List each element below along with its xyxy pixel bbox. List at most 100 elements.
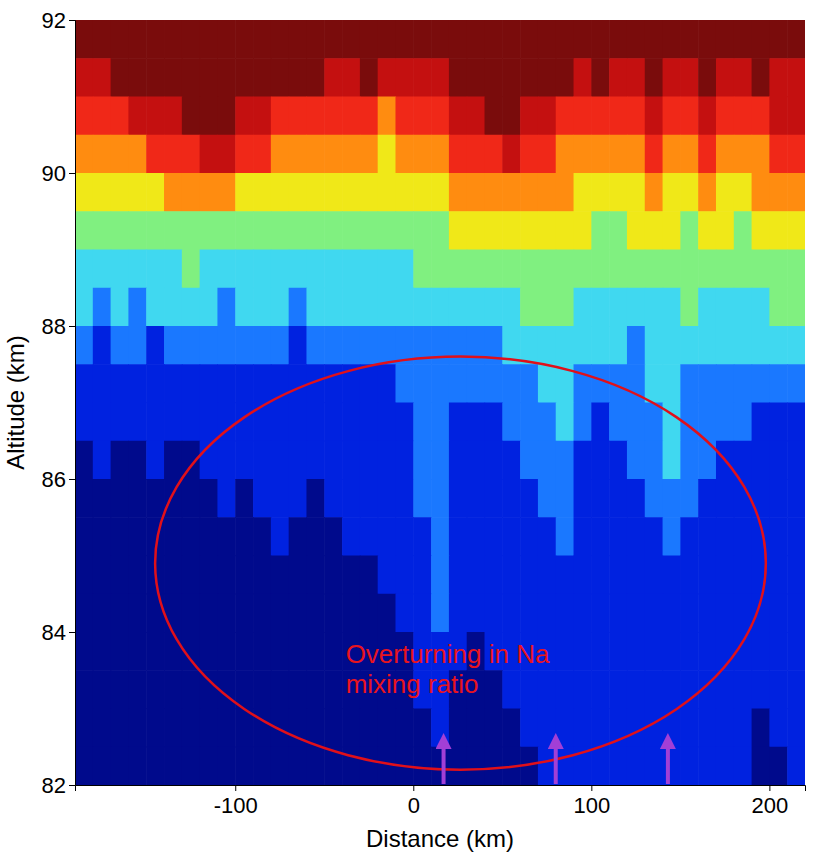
heatmap-cell xyxy=(128,747,146,785)
heatmap-cell xyxy=(75,135,93,174)
heatmap-cell xyxy=(93,403,111,442)
heatmap-cell xyxy=(378,364,396,403)
x-tick: -100 xyxy=(214,785,258,818)
heatmap-cell xyxy=(164,20,182,59)
heatmap-cell xyxy=(467,58,485,97)
heatmap-cell xyxy=(787,97,805,136)
y-tick: 92 xyxy=(42,8,75,33)
heatmap-cell xyxy=(609,250,627,289)
heatmap-cell xyxy=(111,364,129,403)
heatmap-cell xyxy=(395,709,413,748)
heatmap-cell xyxy=(680,556,698,595)
heatmap-cell xyxy=(289,670,307,709)
heatmap-cell xyxy=(128,211,146,250)
heatmap-cell xyxy=(146,326,164,365)
heatmap-cell xyxy=(324,632,342,671)
heatmap-cell xyxy=(698,97,716,136)
arrow xyxy=(666,741,670,784)
y-tick: 86 xyxy=(42,467,75,492)
x-tick-mark xyxy=(769,785,770,791)
heatmap-cell xyxy=(627,20,645,59)
heatmap-cell xyxy=(449,556,467,595)
heatmap-cell xyxy=(663,250,681,289)
heatmap-cell xyxy=(698,747,716,785)
heatmap-cell xyxy=(217,364,235,403)
heatmap-cell xyxy=(627,250,645,289)
heatmap-cell xyxy=(645,479,663,518)
heatmap-cell xyxy=(769,250,787,289)
heatmap-cell xyxy=(306,211,324,250)
heatmap-cell xyxy=(752,403,770,442)
heatmap-cell xyxy=(609,20,627,59)
heatmap-cell xyxy=(645,326,663,365)
heatmap-cell xyxy=(271,517,289,556)
heatmap-cell xyxy=(324,364,342,403)
heatmap-cell xyxy=(217,709,235,748)
heatmap-cell xyxy=(627,517,645,556)
heatmap-cell xyxy=(306,479,324,518)
heatmap-cell xyxy=(769,479,787,518)
heatmap-cell xyxy=(128,97,146,136)
heatmap-cell xyxy=(289,211,307,250)
heatmap-cell xyxy=(378,709,396,748)
heatmap-cell xyxy=(164,632,182,671)
heatmap-cell xyxy=(431,211,449,250)
heatmap-cell xyxy=(93,211,111,250)
heatmap-cell xyxy=(324,709,342,748)
heatmap-cell xyxy=(734,747,752,785)
heatmap-cell xyxy=(502,441,520,480)
heatmap-cell xyxy=(769,403,787,442)
heatmap-cell xyxy=(645,594,663,633)
heatmap-cell xyxy=(235,211,253,250)
heatmap-cell xyxy=(698,594,716,633)
heatmap-cell xyxy=(217,211,235,250)
heatmap-cell xyxy=(787,594,805,633)
heatmap-cell xyxy=(609,479,627,518)
heatmap-cell xyxy=(164,556,182,595)
heatmap-cell xyxy=(306,20,324,59)
heatmap-cell xyxy=(93,364,111,403)
heatmap-cell xyxy=(645,747,663,785)
heatmap-cell xyxy=(752,632,770,671)
heatmap-cell xyxy=(360,58,378,97)
heatmap-cell xyxy=(164,364,182,403)
heatmap-cell xyxy=(128,556,146,595)
heatmap-cell xyxy=(289,441,307,480)
heatmap-cell xyxy=(752,441,770,480)
y-axis: 828486889092 xyxy=(42,8,76,798)
heatmap-cell xyxy=(128,517,146,556)
heatmap-cell xyxy=(538,670,556,709)
heatmap-cell xyxy=(271,97,289,136)
heatmap-cell xyxy=(609,556,627,595)
heatmap-cell xyxy=(591,441,609,480)
heatmap-cell xyxy=(182,403,200,442)
heatmap-cell xyxy=(556,632,574,671)
heatmap-cell xyxy=(716,594,734,633)
heatmap-cell xyxy=(111,632,129,671)
heatmap-cell xyxy=(182,670,200,709)
heatmap-cell xyxy=(769,211,787,250)
heatmap-cell xyxy=(520,326,538,365)
heatmap-cell xyxy=(342,594,360,633)
heatmap-cell xyxy=(502,20,520,59)
heatmap-cell xyxy=(538,173,556,212)
heatmap-cell xyxy=(787,441,805,480)
heatmap-cell xyxy=(520,364,538,403)
heatmap-cell xyxy=(752,747,770,785)
heatmap-cell xyxy=(342,288,360,327)
heatmap-cell xyxy=(146,211,164,250)
heatmap-cell xyxy=(431,135,449,174)
heatmap-cell xyxy=(164,250,182,289)
heatmap-cell xyxy=(574,441,592,480)
heatmap-cell xyxy=(591,364,609,403)
heatmap-cell xyxy=(164,747,182,785)
heatmap-cell xyxy=(93,97,111,136)
heatmap-cell xyxy=(698,632,716,671)
heatmap-cell xyxy=(574,479,592,518)
heatmap-cell xyxy=(485,441,503,480)
heatmap-cell xyxy=(289,403,307,442)
heatmap-cell xyxy=(306,594,324,633)
heatmap-cell xyxy=(467,211,485,250)
heatmap-cell xyxy=(556,135,574,174)
heatmap-cell xyxy=(769,364,787,403)
